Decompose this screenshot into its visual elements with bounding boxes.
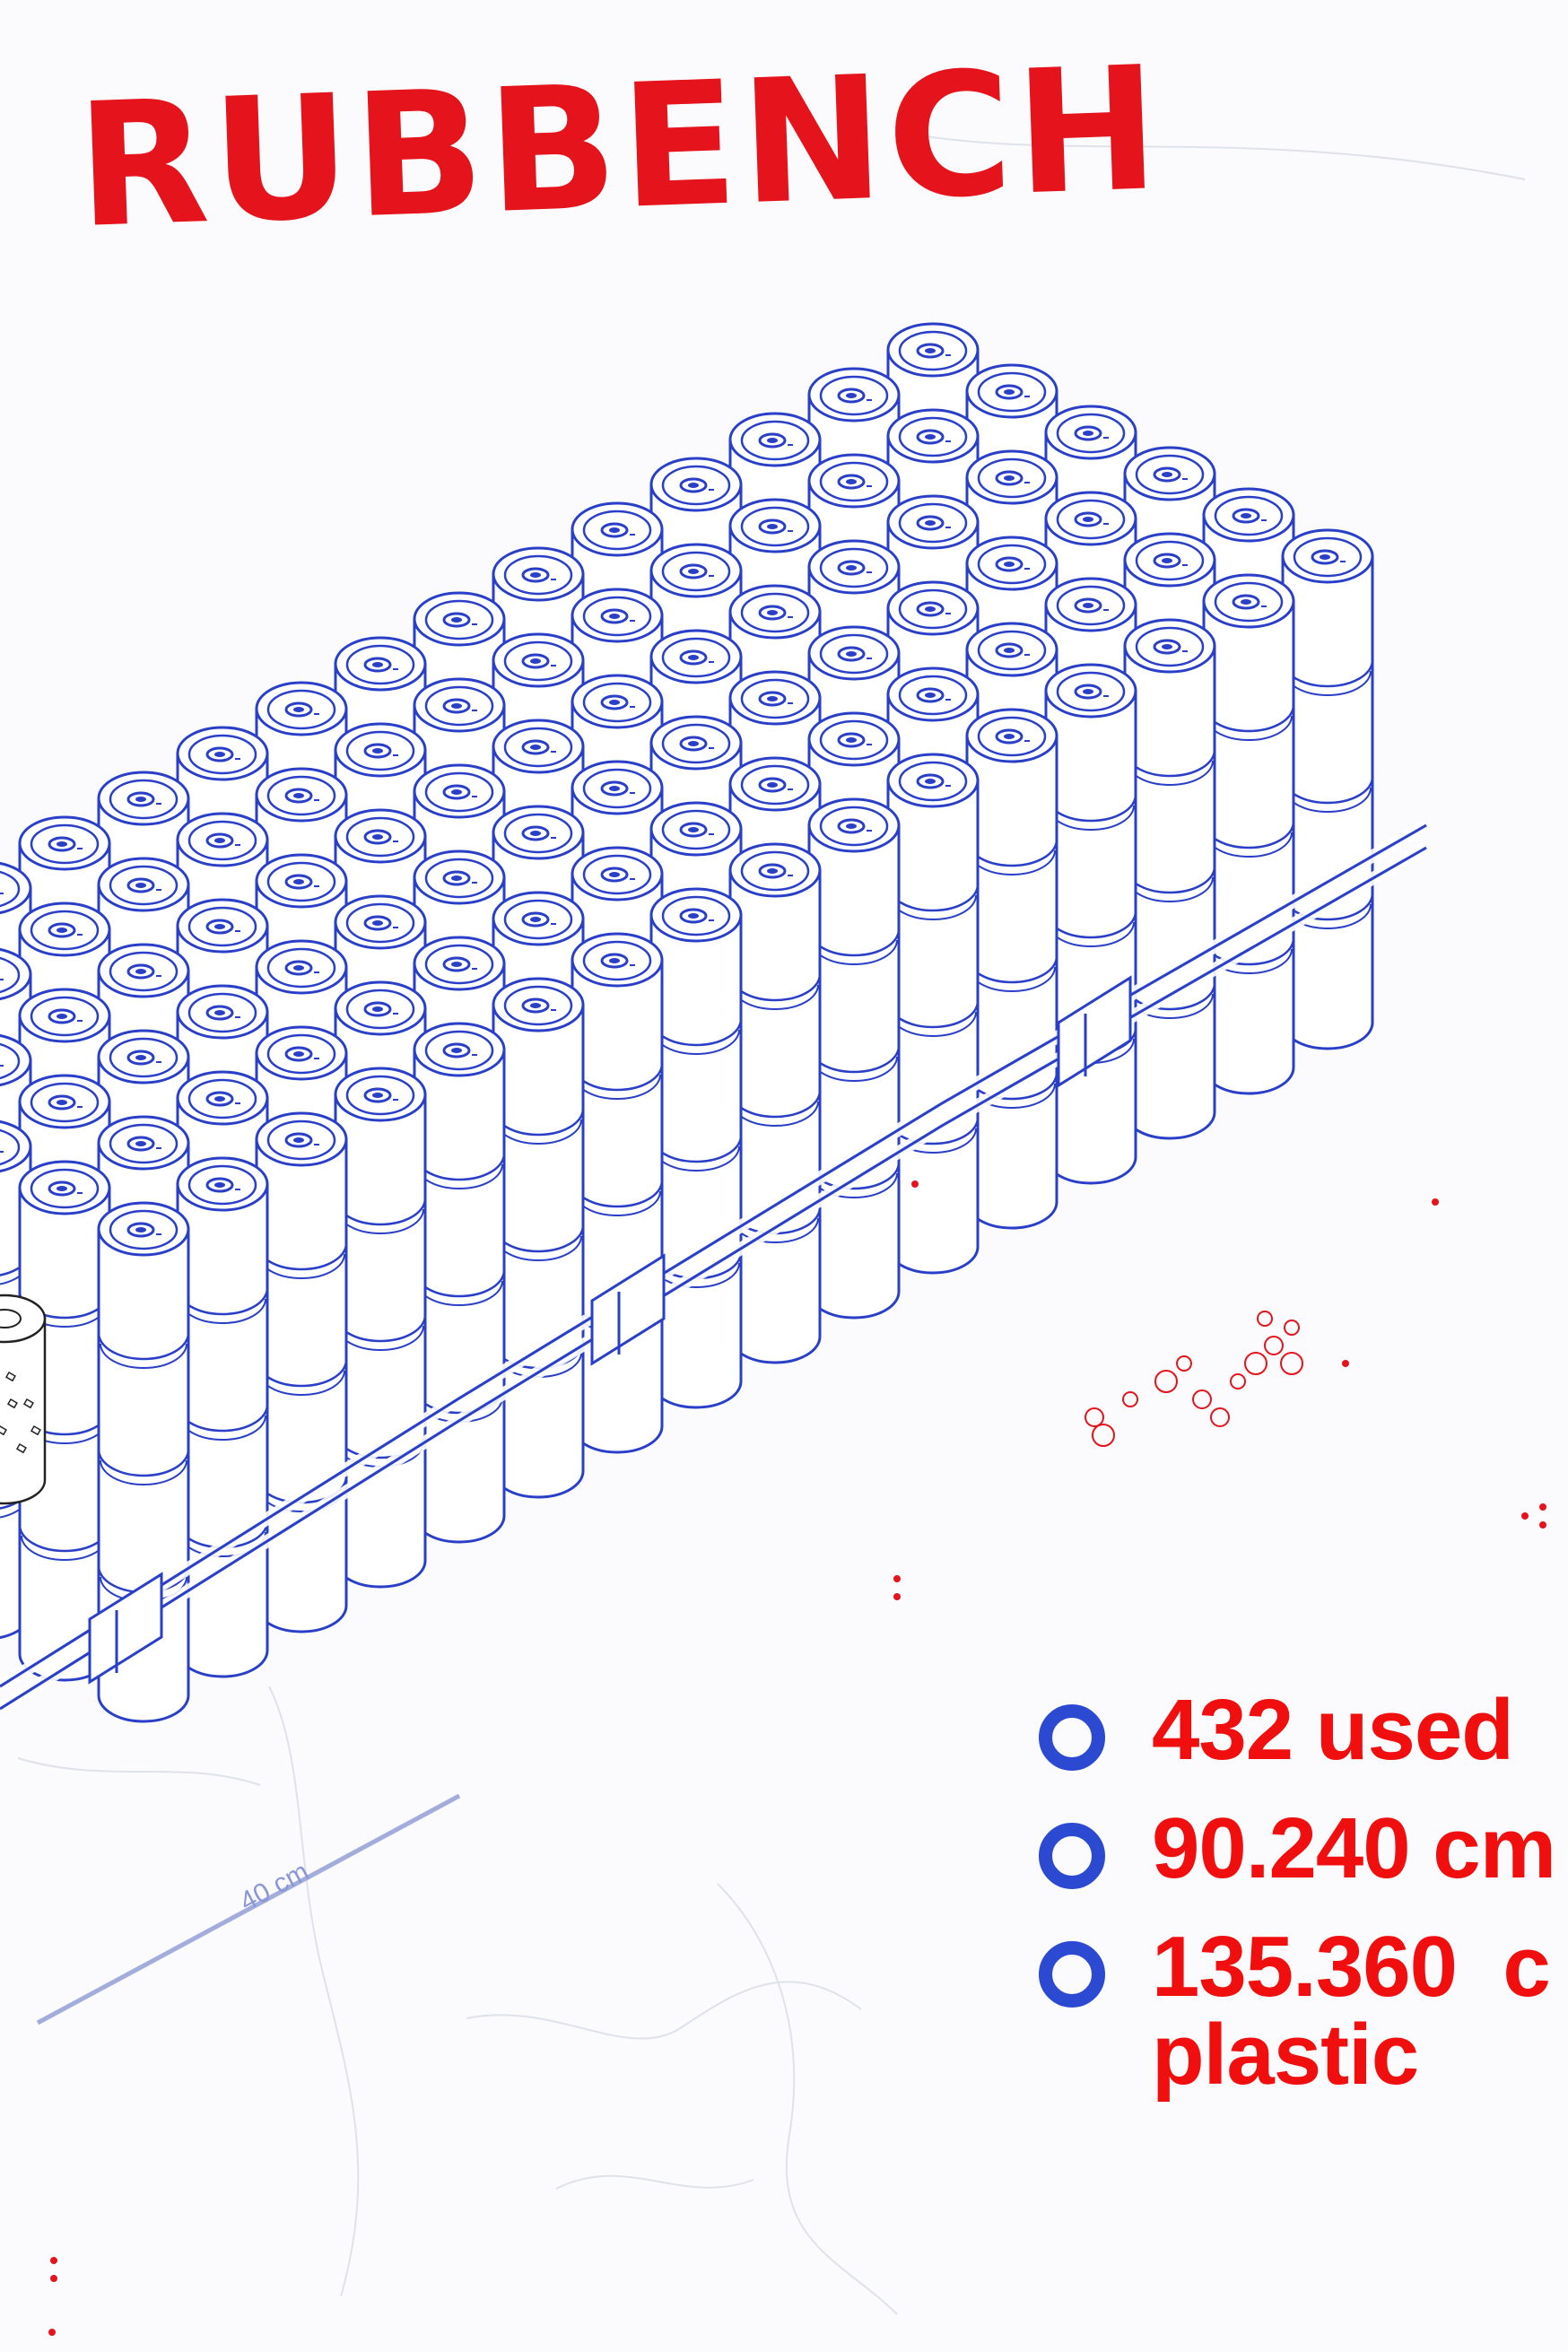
strap-buckle [590,1253,666,1366]
stat-text: 432 used [1152,1682,1514,1778]
stat-text: 135.360 c plastic [1152,1919,1551,2103]
ring-bullet-icon [1039,1941,1105,2008]
soda-can-icon [965,708,1058,1230]
soda-can-icon [492,977,585,1499]
soda-can-icon [255,1111,348,1633]
soda-can-icon [176,1156,269,1678]
soda-can-icon [1202,573,1295,1095]
soda-can-icon [413,1022,506,1544]
ring-bullet-icon [1039,1704,1105,1771]
soda-can-icon [1123,618,1216,1140]
strap-buckle [88,1572,163,1685]
soda-can-icon [886,753,980,1275]
strap-buckle [1057,975,1132,1088]
soda-can-icon [571,932,664,1454]
red-dot-scatter [48,1180,1546,2336]
stat-item-length: 90.240 cm [1039,1805,1568,1923]
soda-can-icon [649,887,743,1409]
dimension-line [36,1793,461,2025]
soda-can-icon [334,1067,427,1589]
ring-bullet-icon [1039,1823,1105,1889]
soda-can-icon [1281,528,1374,1050]
soda-can-icon [728,842,822,1364]
stats-list: 432 used 90.240 cm 135.360 c plastic [1039,1686,1568,2156]
stat-item-cans: 432 used [1039,1686,1568,1805]
soda-can-icon [1044,663,1137,1185]
recycled-can-cutaway [0,1294,47,1505]
bench-straps [0,819,1430,1714]
poster-title: RUBBENCH [74,29,1165,266]
background-sketch-lines [17,134,1526,2315]
stat-text: 90.240 cm [1152,1800,1556,1896]
stat-item-plastic: 135.360 c plastic [1039,1923,1568,2156]
soda-can-icon [807,797,901,1320]
can-stack [0,322,1374,1723]
